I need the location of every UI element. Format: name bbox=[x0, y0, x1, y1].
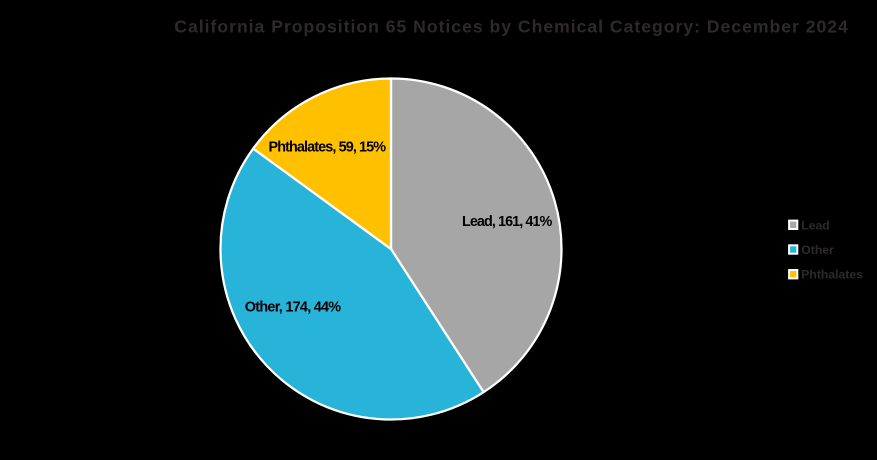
svg-text:Other, 174, 44%: Other, 174, 44% bbox=[245, 300, 342, 316]
svg-text:Other: Other bbox=[801, 243, 834, 257]
svg-text:Lead, 161, 41%: Lead, 161, 41% bbox=[462, 214, 553, 230]
svg-text:Lead: Lead bbox=[801, 218, 829, 232]
svg-text:Phthalates, 59, 15%: Phthalates, 59, 15% bbox=[269, 139, 387, 155]
svg-text:California Proposition 65 Noti: California Proposition 65 Notices by Che… bbox=[174, 17, 849, 37]
svg-text:Phthalates: Phthalates bbox=[801, 267, 863, 281]
